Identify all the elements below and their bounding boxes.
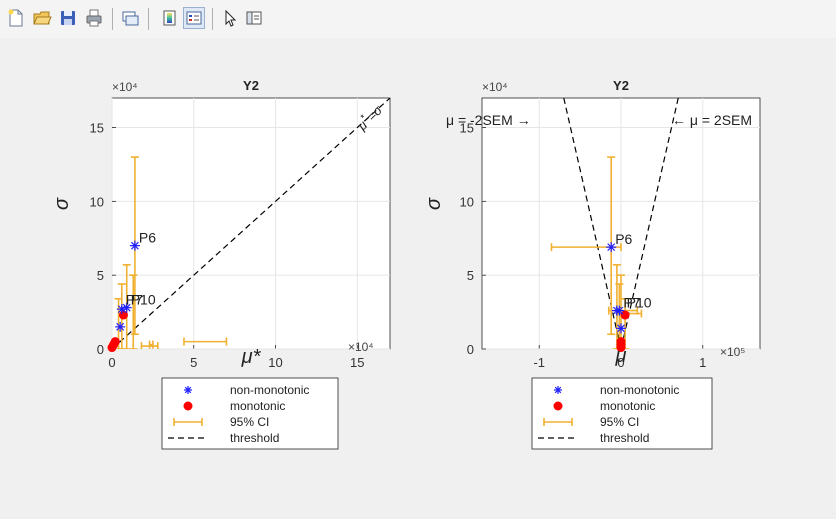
legend-icon[interactable] (183, 7, 205, 29)
y-tick-labels: 0 5 10 15 (460, 121, 474, 357)
monotonic-marker (616, 343, 626, 353)
non-monotonic-points (115, 240, 140, 332)
threshold-label-left: μ = -2SEM → (446, 112, 531, 128)
link-plot-icon[interactable] (120, 8, 140, 28)
property-editor-icon[interactable] (244, 8, 264, 28)
x-tick-label: 15 (350, 355, 364, 370)
legend-monotonic-marker (553, 401, 563, 411)
threshold-line (112, 98, 390, 349)
threshold-line (112, 98, 390, 349)
x-multiplier: ×10⁴ (348, 340, 374, 354)
legend-monotonic-marker (183, 401, 193, 411)
print-icon[interactable] (84, 8, 104, 28)
x-tick-label: -1 (533, 355, 545, 370)
new-figure-icon[interactable] (6, 8, 26, 28)
x-tick-label: 1 (699, 355, 706, 370)
y-tick-label: 5 (467, 268, 474, 283)
ci-bar (173, 418, 203, 426)
legend-label: monotonic (600, 399, 655, 413)
point-label: P7 (126, 292, 143, 308)
monotonic-points (107, 310, 128, 353)
non-monotonic-marker (116, 304, 127, 315)
ci-bar (543, 418, 573, 426)
y-tick-label: 15 (460, 121, 474, 136)
non-monotonic-marker (129, 240, 140, 251)
x-tick-label: 5 (190, 355, 197, 370)
legend-label: threshold (600, 431, 649, 445)
x-multiplier: ×10⁵ (720, 345, 745, 359)
non-monotonic-marker (184, 386, 192, 394)
legend-left: non-monotonic monotonic 95% CI threshold (161, 377, 339, 450)
x-tick-label: 0 (617, 355, 624, 370)
y-tick-label: 5 (97, 268, 104, 283)
y-multiplier: ×10⁴ (112, 80, 138, 94)
figure-toolbar (0, 0, 836, 39)
legend-label: non-monotonic (230, 383, 309, 397)
non-monotonic-marker (606, 242, 617, 253)
pointer-icon[interactable] (220, 8, 240, 28)
threshold-line (620, 98, 679, 349)
y-axis-label: σ (51, 197, 73, 210)
x-tick-labels: 0 5 10 15 (108, 355, 364, 370)
monotonic-marker (118, 310, 128, 320)
point-label: P6 (139, 230, 156, 246)
x-tick-label: 10 (268, 355, 282, 370)
chart-title: Y2 (243, 78, 259, 93)
y-multiplier: ×10⁴ (482, 80, 508, 94)
point-label: P7 (623, 295, 640, 311)
legend-label: monotonic (230, 399, 285, 413)
open-folder-icon[interactable] (32, 8, 52, 28)
y-tick-labels: 0 5 10 15 (90, 121, 104, 357)
x-axis-label: μ* (241, 346, 262, 368)
save-icon[interactable] (58, 8, 78, 28)
ci-bar (183, 337, 228, 346)
colorbar-icon[interactable] (160, 8, 180, 28)
toolbar-separator (112, 8, 113, 30)
chart-title: Y2 (613, 78, 629, 93)
ci-bar (129, 274, 138, 349)
non-monotonic-marker (614, 305, 625, 316)
non-monotonic-marker (616, 323, 626, 334)
legend-right: non-monotonic monotonic 95% CI threshold (531, 377, 713, 450)
monotonic-points (616, 310, 630, 353)
threshold-label-right: ← μ = 2SEM (672, 112, 752, 128)
legend-label: 95% CI (600, 415, 639, 429)
x-axis-label: μ (615, 345, 627, 367)
svg-text:*: * (359, 113, 370, 124)
legend-label: non-monotonic (600, 383, 679, 397)
toolbar-separator (212, 8, 213, 30)
y-tick-label: 0 (97, 342, 104, 357)
non-monotonic-marker (554, 386, 562, 394)
legend-label: threshold (230, 431, 279, 445)
non-monotonic-marker (115, 321, 126, 332)
y-axis-label: σ (423, 197, 445, 210)
monotonic-marker (620, 310, 630, 320)
point-label: P10 (131, 292, 156, 308)
x-tick-label: 0 (108, 355, 115, 370)
point-label: P6 (615, 231, 632, 247)
non-monotonic-points (606, 242, 626, 334)
y-tick-label: 0 (467, 342, 474, 357)
x-tick-labels: -1 0 1 (533, 355, 706, 370)
ci-bar (148, 340, 154, 349)
y-tick-label: 10 (90, 194, 104, 209)
monotonic-marker (107, 343, 117, 353)
point-label: P10 (627, 295, 652, 311)
y-tick-label: 15 (90, 121, 104, 136)
legend-label: 95% CI (230, 415, 269, 429)
toolbar-separator (148, 8, 149, 30)
y-tick-label: 10 (460, 194, 474, 209)
